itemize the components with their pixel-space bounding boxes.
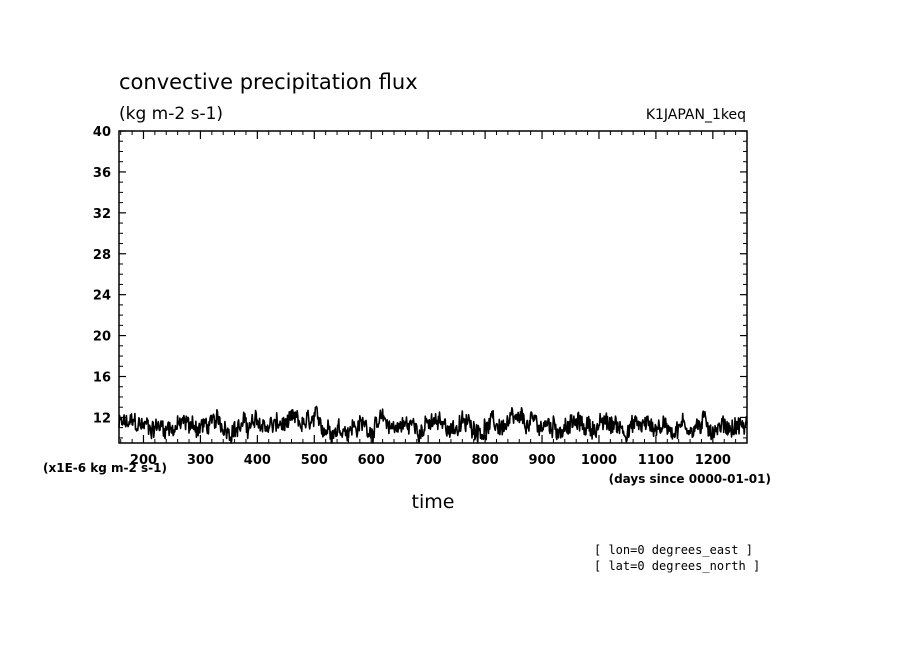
y-tick-label: 40 (93, 125, 111, 140)
series-line (118, 405, 748, 444)
x-tick-label: 200 (130, 453, 157, 468)
y-tick-label: 36 (93, 166, 111, 181)
chart-title: convective precipitation flux (119, 70, 418, 94)
x-tick-label: 900 (528, 453, 555, 468)
x-tick-label: 800 (472, 453, 499, 468)
y-tick-label: 28 (93, 248, 111, 263)
x-tick-label: 400 (244, 453, 271, 468)
footnote-lat: [ lat=0 degrees_north ] (594, 559, 760, 573)
x-tick-label: 1000 (581, 453, 617, 468)
y-tick-label: 12 (93, 411, 111, 426)
x-tick-label: 300 (187, 453, 214, 468)
experiment-label: K1JAPAN_1keq (646, 107, 746, 123)
x-axis-label: time (412, 491, 455, 513)
x-tick-label: 600 (358, 453, 385, 468)
x-tick-label: 700 (415, 453, 442, 468)
y-tick-label: 20 (93, 330, 111, 345)
x-units-label: (days since 0000-01-01) (609, 472, 771, 486)
tick-layer (119, 130, 748, 443)
x-tick-label: 1100 (638, 453, 674, 468)
y-tick-label: 32 (93, 207, 111, 222)
units-label: (kg m-2 s-1) (119, 104, 223, 124)
y-scale-note: (x1E-6 kg m-2 s-1) (43, 461, 167, 475)
x-tick-label: 500 (301, 453, 328, 468)
y-tick-label: 16 (93, 371, 111, 386)
plot-frame (118, 130, 748, 444)
footnote-lon: [ lon=0 degrees_east ] (594, 543, 753, 557)
y-tick-labels: 12 16 20 24 28 32 36 40 (93, 125, 111, 426)
series-layer (118, 405, 748, 444)
x-tick-label: 1200 (695, 453, 731, 468)
y-tick-label: 24 (93, 289, 111, 304)
x-tick-labels: 200 300 400 500 600 700 800 900 1000 1100 1200 (130, 453, 731, 468)
